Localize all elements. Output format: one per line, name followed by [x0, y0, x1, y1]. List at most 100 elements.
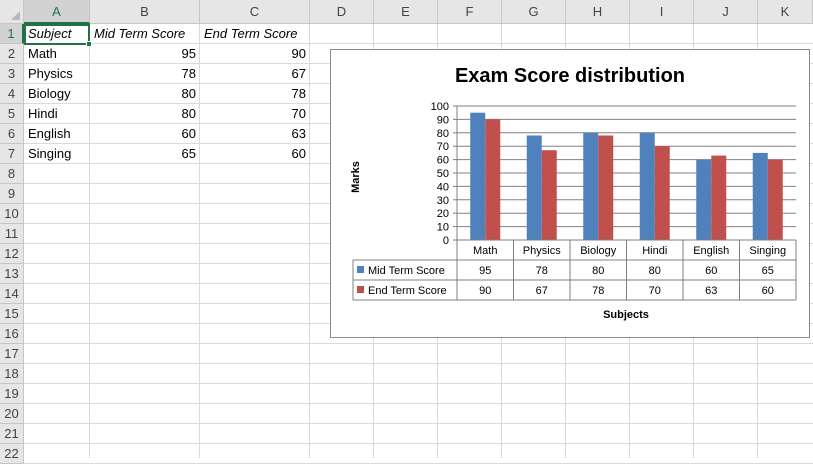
- y-tick-label: 30: [437, 195, 449, 207]
- legend-key-swatch: [357, 286, 364, 293]
- y-tick-label: 60: [437, 155, 449, 167]
- cell-c5[interactable]: 70: [291, 106, 306, 121]
- x-category-label: Hindi: [642, 245, 667, 257]
- x-category-label: Singing: [749, 245, 786, 257]
- row-header-7[interactable]: 7: [0, 144, 24, 164]
- y-tick-label: 90: [437, 114, 449, 126]
- column-header-j[interactable]: J: [694, 0, 758, 24]
- bar-mid-hindi: [639, 132, 655, 240]
- gridlines: [453, 105, 796, 241]
- column-header-b[interactable]: B: [90, 0, 200, 24]
- embedded-chart[interactable]: Exam Score distribution Marks Subjects 0…: [330, 49, 810, 338]
- y-tick-label: 20: [437, 208, 449, 220]
- y-axis-title: Marks: [350, 161, 362, 193]
- data-table-value: 70: [649, 285, 661, 297]
- bar-end-english: [711, 155, 727, 240]
- data-table-value: 80: [649, 265, 661, 277]
- cell-c7[interactable]: 60: [291, 146, 306, 161]
- row-header-15[interactable]: 15: [0, 304, 24, 324]
- legend-series-label: Mid Term Score: [368, 265, 445, 277]
- x-category-label: Math: [473, 245, 497, 257]
- active-cell-outline[interactable]: [24, 24, 90, 45]
- data-table-value: 78: [536, 265, 548, 277]
- column-header-g[interactable]: G: [502, 0, 566, 24]
- data-table-value: 95: [479, 265, 491, 277]
- column-header-i[interactable]: I: [630, 0, 694, 24]
- cell-a2[interactable]: Math: [28, 46, 57, 61]
- cell-b4[interactable]: 80: [181, 86, 196, 101]
- select-all-corner[interactable]: [0, 0, 24, 24]
- row-header-1[interactable]: 1: [0, 24, 24, 44]
- column-header-a[interactable]: A: [24, 0, 90, 24]
- row-header-12[interactable]: 12: [0, 244, 24, 264]
- gridline-horizontal: [24, 443, 813, 444]
- column-header-e[interactable]: E: [374, 0, 438, 24]
- chart-canvas: Exam Score distribution Marks Subjects 0…: [350, 65, 797, 321]
- bar-end-hindi: [654, 146, 670, 240]
- data-table: Math 95 90 Physics 78 67 Biology 80 78 Hindi 80 70 E…: [352, 239, 797, 301]
- y-tick-label: 70: [437, 141, 449, 153]
- cell-b2[interactable]: 95: [181, 46, 196, 61]
- gridline-horizontal: [24, 423, 813, 424]
- cell-c2[interactable]: 90: [291, 46, 306, 61]
- row-header-19[interactable]: 19: [0, 384, 24, 404]
- bar-mid-english: [696, 159, 712, 240]
- column-header-h[interactable]: H: [566, 0, 630, 24]
- row-header-14[interactable]: 14: [0, 284, 24, 304]
- cell-b7[interactable]: 65: [181, 146, 196, 161]
- x-category-label: Physics: [523, 245, 561, 257]
- data-table-value: 80: [592, 265, 604, 277]
- cell-a7[interactable]: Singing: [28, 146, 72, 161]
- cell-a6[interactable]: English: [28, 126, 71, 141]
- row-header-10[interactable]: 10: [0, 204, 24, 224]
- row-header-2[interactable]: 2: [0, 44, 24, 64]
- y-tick-label: 80: [437, 128, 449, 140]
- legend-key-swatch: [357, 266, 364, 273]
- cell-b6[interactable]: 60: [181, 126, 196, 141]
- cell-a1[interactable]: Subject: [28, 26, 72, 41]
- cell-c6[interactable]: 63: [291, 126, 306, 141]
- cell-c4[interactable]: 78: [291, 86, 306, 101]
- fill-handle[interactable]: [86, 41, 92, 47]
- gridline-horizontal: [24, 43, 813, 44]
- cell-a3[interactable]: Physics: [28, 66, 73, 81]
- cell-c3[interactable]: 67: [291, 66, 306, 81]
- column-header-f[interactable]: F: [438, 0, 502, 24]
- data-table-value: 65: [762, 265, 774, 277]
- row-header-6[interactable]: 6: [0, 124, 24, 144]
- y-tick-label: 10: [437, 222, 449, 234]
- y-tick-label: 100: [431, 101, 449, 113]
- row-header-3[interactable]: 3: [0, 64, 24, 84]
- column-header-c[interactable]: C: [200, 0, 310, 24]
- column-header-k[interactable]: K: [758, 0, 813, 24]
- row-header-5[interactable]: 5: [0, 104, 24, 124]
- select-all-triangle-icon: [11, 11, 20, 20]
- row-header-18[interactable]: 18: [0, 364, 24, 384]
- row-header-22[interactable]: 22: [0, 444, 24, 464]
- chart-title: Exam Score distribution: [455, 65, 685, 87]
- cell-c1[interactable]: End Term Score: [204, 26, 298, 41]
- row-header-16[interactable]: 16: [0, 324, 24, 344]
- cell-b5[interactable]: 80: [181, 106, 196, 121]
- gridline-horizontal: [24, 383, 813, 384]
- row-header-4[interactable]: 4: [0, 84, 24, 104]
- row-header-17[interactable]: 17: [0, 344, 24, 364]
- bar-end-singing: [767, 159, 783, 240]
- x-axis-title: Subjects: [603, 309, 649, 321]
- x-category-label: English: [693, 245, 729, 257]
- cell-b1[interactable]: Mid Term Score: [94, 26, 186, 41]
- row-header-13[interactable]: 13: [0, 264, 24, 284]
- x-category-label: Biology: [580, 245, 617, 257]
- cell-a4[interactable]: Biology: [28, 86, 71, 101]
- row-header-20[interactable]: 20: [0, 404, 24, 424]
- row-header-9[interactable]: 9: [0, 184, 24, 204]
- data-table-value: 67: [536, 285, 548, 297]
- row-header-11[interactable]: 11: [0, 224, 24, 244]
- data-table-value: 63: [705, 285, 717, 297]
- column-header-d[interactable]: D: [310, 0, 374, 24]
- cell-a5[interactable]: Hindi: [28, 106, 58, 121]
- row-header-21[interactable]: 21: [0, 424, 24, 444]
- cell-b3[interactable]: 78: [181, 66, 196, 81]
- row-header-8[interactable]: 8: [0, 164, 24, 184]
